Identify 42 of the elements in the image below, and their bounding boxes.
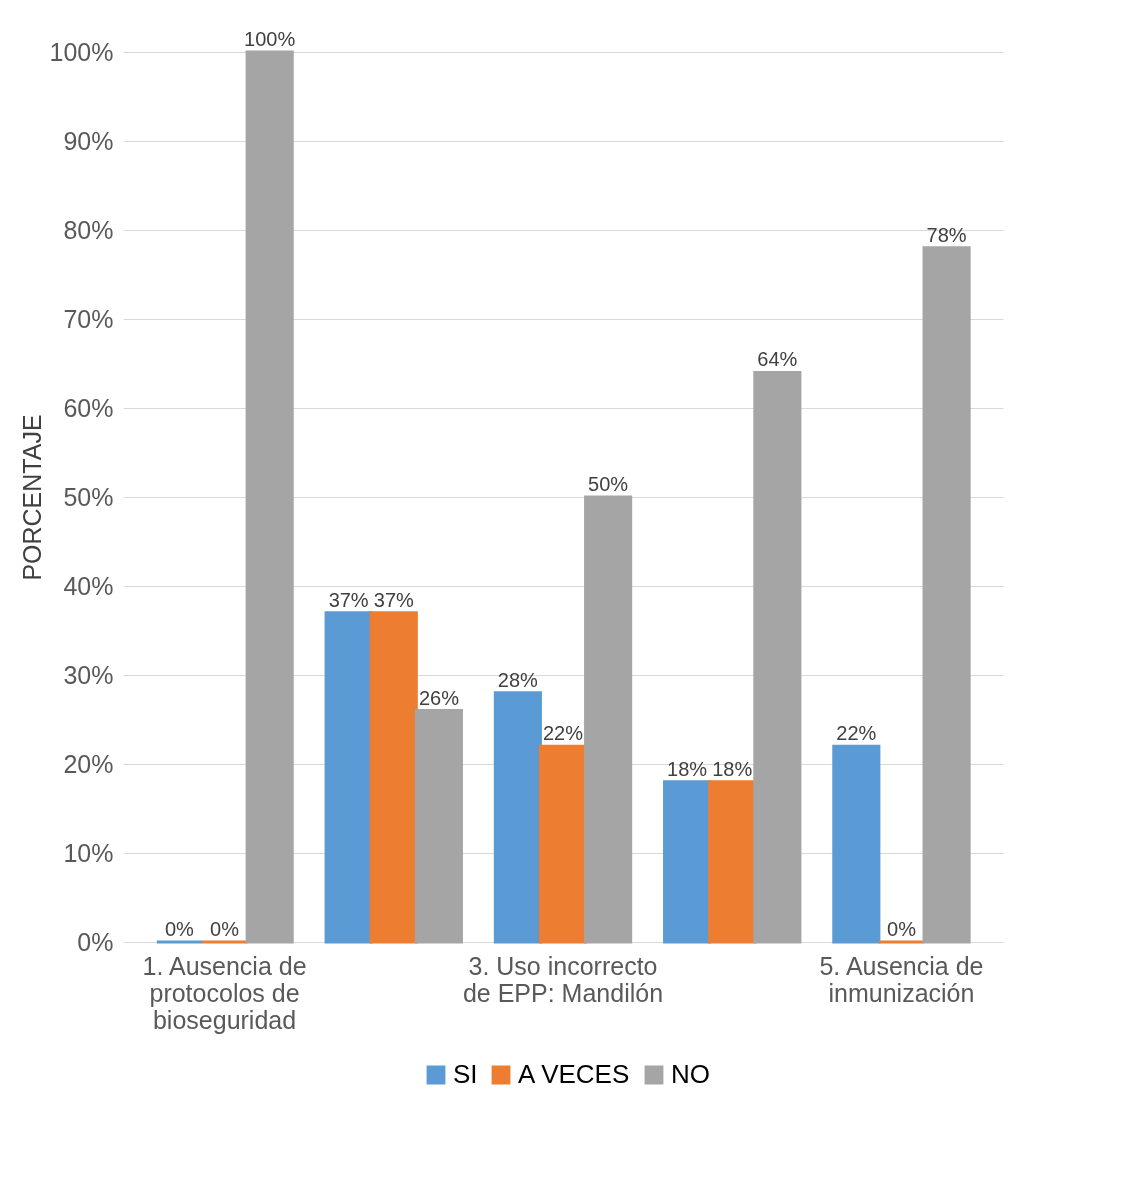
legend-label: A VECES — [518, 1059, 630, 1089]
y-tick-label: 60% — [63, 393, 114, 422]
bar — [584, 495, 633, 944]
data-label: 0% — [887, 918, 917, 940]
data-label: 37% — [328, 588, 369, 611]
y-tick-label: 40% — [63, 571, 114, 600]
bar — [922, 246, 971, 944]
bar — [832, 744, 881, 944]
data-label: 78% — [926, 223, 967, 246]
data-label: 64% — [757, 348, 798, 371]
data-label: 22% — [542, 722, 584, 745]
x-tick-label: 5. Ausencia de inmunización — [819, 951, 984, 1007]
y-tick-label: 80% — [63, 215, 114, 244]
data-label: 0% — [210, 918, 240, 940]
y-tick-label: 100% — [49, 37, 114, 66]
data-label: 18% — [712, 757, 753, 780]
data-label: 50% — [588, 473, 629, 495]
y-tick-label: 20% — [63, 749, 114, 778]
y-tick-label: 70% — [63, 304, 114, 333]
x-tick-label: 1. Ausencia de protocolos de bioseguridad — [142, 951, 307, 1034]
legend-label: NO — [671, 1059, 710, 1089]
bar — [324, 611, 373, 944]
data-label: 37% — [373, 588, 414, 611]
bar — [245, 50, 294, 944]
bar — [414, 709, 463, 944]
bar — [493, 691, 542, 944]
bar — [753, 370, 802, 944]
data-label: 26% — [418, 686, 460, 709]
y-tick-label: 90% — [63, 126, 114, 155]
data-label: 100% — [244, 28, 296, 50]
y-axis-title: PORCENTAJE — [17, 414, 46, 581]
y-tick-label: 30% — [63, 660, 114, 689]
y-tick-label: 0% — [77, 927, 114, 956]
x-tick-label: 3. Uso incorrecto de EPP: Mandilón — [462, 951, 664, 1007]
bar — [369, 611, 418, 944]
data-label: 22% — [836, 722, 877, 745]
legend-label: SI — [453, 1059, 478, 1089]
data-label: 28% — [497, 668, 539, 691]
y-tick-label: 10% — [63, 838, 114, 867]
data-label: 0% — [164, 918, 195, 940]
data-label: 18% — [667, 757, 708, 780]
y-tick-label: 50% — [63, 482, 114, 511]
